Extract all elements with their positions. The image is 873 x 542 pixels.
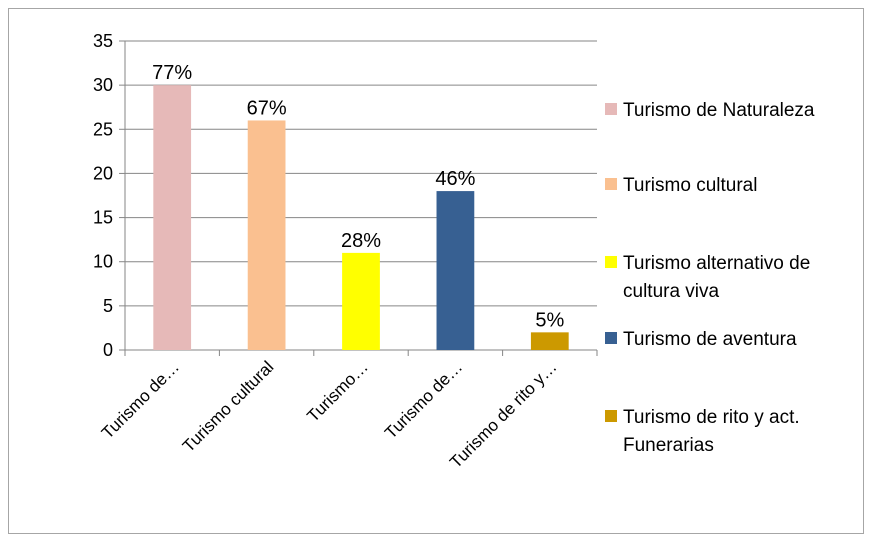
legend-label: Turismo cultural: [623, 175, 757, 196]
legend-swatch: [605, 103, 617, 115]
bar: [153, 85, 192, 351]
category-label: Turismo…: [303, 357, 371, 425]
data-label: 46%: [435, 168, 475, 190]
category-label: Turismo de…: [98, 357, 183, 442]
bar: [247, 120, 286, 350]
data-labels: 77% 67% 28% 46% 5%: [152, 62, 564, 331]
category-labels: Turismo de…Turismo cultural Turismo… Turis…: [98, 357, 561, 472]
legend-swatch: [605, 332, 617, 344]
legend-label: cultura viva: [623, 281, 720, 302]
y-tick-label: 10: [93, 252, 113, 272]
data-label: 77%: [152, 62, 192, 84]
y-tick-label: 0: [103, 340, 113, 360]
gridlines: [125, 40, 597, 307]
category-label: Turismo cultural: [179, 357, 277, 455]
data-label: 28%: [341, 230, 381, 252]
y-tick-label: 15: [93, 208, 113, 228]
chart-frame: 0 5 10 15 20 25 30 35 77% 67% 28% 46% 5% Turismo de…: [8, 8, 864, 534]
legend-swatch: [605, 256, 617, 268]
legend-label: Turismo de rito y act.: [623, 407, 800, 428]
legend-swatch: [605, 410, 617, 422]
bar: [436, 191, 475, 350]
y-tick-label: 30: [93, 75, 113, 95]
y-tick-label: 35: [93, 31, 113, 51]
bars: [153, 85, 569, 351]
y-tick-label: 25: [93, 119, 113, 139]
data-label: 5%: [535, 309, 564, 331]
y-tick-label: 5: [103, 296, 113, 316]
legend-label: Turismo de aventura: [623, 329, 797, 350]
y-tick-label: 20: [93, 163, 113, 183]
bar-chart: 0 5 10 15 20 25 30 35 77% 67% 28% 46% 5% Turismo de…: [93, 31, 815, 472]
legend-label: Funerarias: [623, 435, 714, 456]
legend-swatch: [605, 178, 617, 190]
legend: Turismo de Naturaleza Turismo cultural Tur…: [605, 100, 815, 456]
bar: [530, 332, 569, 350]
legend-label: Turismo de Naturaleza: [623, 100, 815, 121]
category-label: Turismo de rito y…: [446, 357, 561, 472]
category-label: Turismo de…: [381, 357, 466, 442]
data-label: 67%: [247, 97, 287, 119]
bar: [342, 252, 380, 350]
legend-label: Turismo alternativo de: [623, 253, 810, 274]
y-tick-labels: 0 5 10 15 20 25 30 35: [93, 31, 113, 360]
